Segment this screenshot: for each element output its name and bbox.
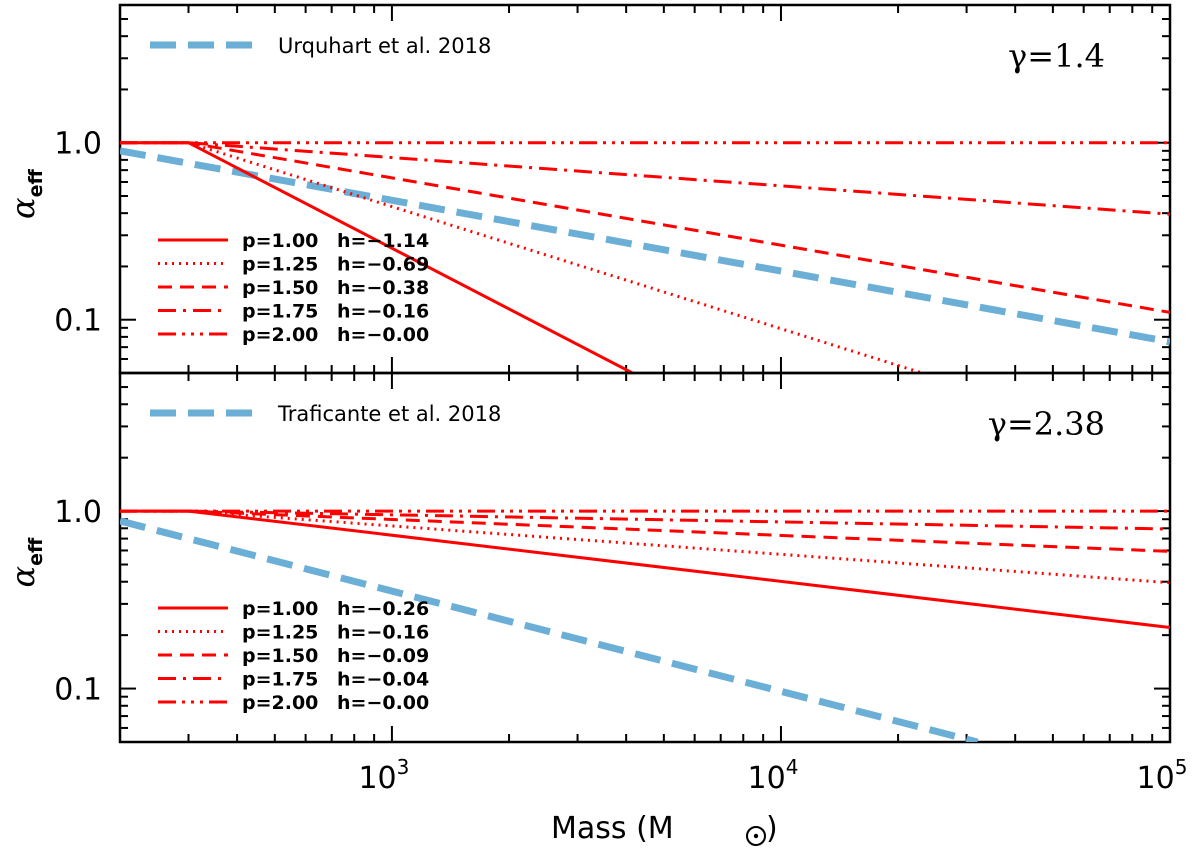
x-tick-label: 104 <box>748 755 799 796</box>
legend-p-label: p=1.25 <box>242 254 318 276</box>
sun-symbol-icon <box>746 826 766 846</box>
y-tick-label: 0.1 <box>54 673 102 708</box>
gamma-annotation: γ=2.38 <box>988 405 1105 443</box>
series-lines <box>120 141 1170 373</box>
legend-p-label: p=1.00 <box>242 598 318 620</box>
legend-h-label: h=−1.14 <box>337 230 429 252</box>
legend-h-label: h=−0.26 <box>337 598 429 620</box>
reference-legend-label: Urquhart et al. 2018 <box>278 34 491 58</box>
y-tick-label: 1.0 <box>54 127 102 162</box>
y-tick-label: 1.0 <box>54 495 102 530</box>
series-line-p-1-75 <box>120 509 1170 531</box>
legend-h-label: h=−0.04 <box>337 669 429 691</box>
panel-bottom: 1.0 0.1 αeff Traficante et al. 2018 γ=2.38 p=… <box>4 371 1172 744</box>
reference-line <box>120 517 979 742</box>
reference-line <box>120 147 1170 346</box>
legend-p-label: p=1.75 <box>242 301 318 323</box>
series-line-p-1-00 <box>120 141 636 373</box>
legend-h-label: h=−0.09 <box>337 645 429 667</box>
x-axis-label-end: ) <box>766 811 778 846</box>
y-axis-label: αeff <box>4 169 47 219</box>
y-tick-label: 0.1 <box>54 304 102 339</box>
panel-top: 1.0 0.1 αeff Urquhart et al. 2018 γ=1.4 p=1.0… <box>4 3 1172 375</box>
legend-p-label: p=2.00 <box>242 692 318 714</box>
x-axis-labels: 103 104 105 Mass (M) <box>358 755 1187 846</box>
legend-p-label: p=1.50 <box>242 645 318 667</box>
legend-p-label: p=1.75 <box>242 669 318 691</box>
x-axis-label: Mass (M <box>551 811 674 846</box>
legend-p-label: p=1.25 <box>242 622 318 644</box>
x-tick-label: 103 <box>358 755 409 796</box>
legend-p-label: p=1.00 <box>242 230 318 252</box>
legend-h-label: h=−0.69 <box>337 254 429 276</box>
legend-p-label: p=1.50 <box>242 277 318 299</box>
legend-h-label: h=−0.16 <box>337 301 429 323</box>
series-lines <box>120 509 1170 742</box>
x-tick-label: 105 <box>1137 755 1188 796</box>
gamma-annotation: γ=1.4 <box>1008 37 1105 75</box>
plot-frame <box>118 371 1172 744</box>
legend-h-label: h=−0.00 <box>337 692 429 714</box>
legend-p-label: p=2.00 <box>242 324 318 346</box>
y-axis-label: αeff <box>4 537 47 587</box>
reference-legend-label: Traficante et al. 2018 <box>277 402 501 426</box>
legend-h-label: h=−0.16 <box>337 622 429 644</box>
legend-h-label: h=−0.00 <box>337 324 429 346</box>
sun-symbol-dot-icon <box>753 833 759 839</box>
legend-h-label: h=−0.38 <box>337 277 429 299</box>
